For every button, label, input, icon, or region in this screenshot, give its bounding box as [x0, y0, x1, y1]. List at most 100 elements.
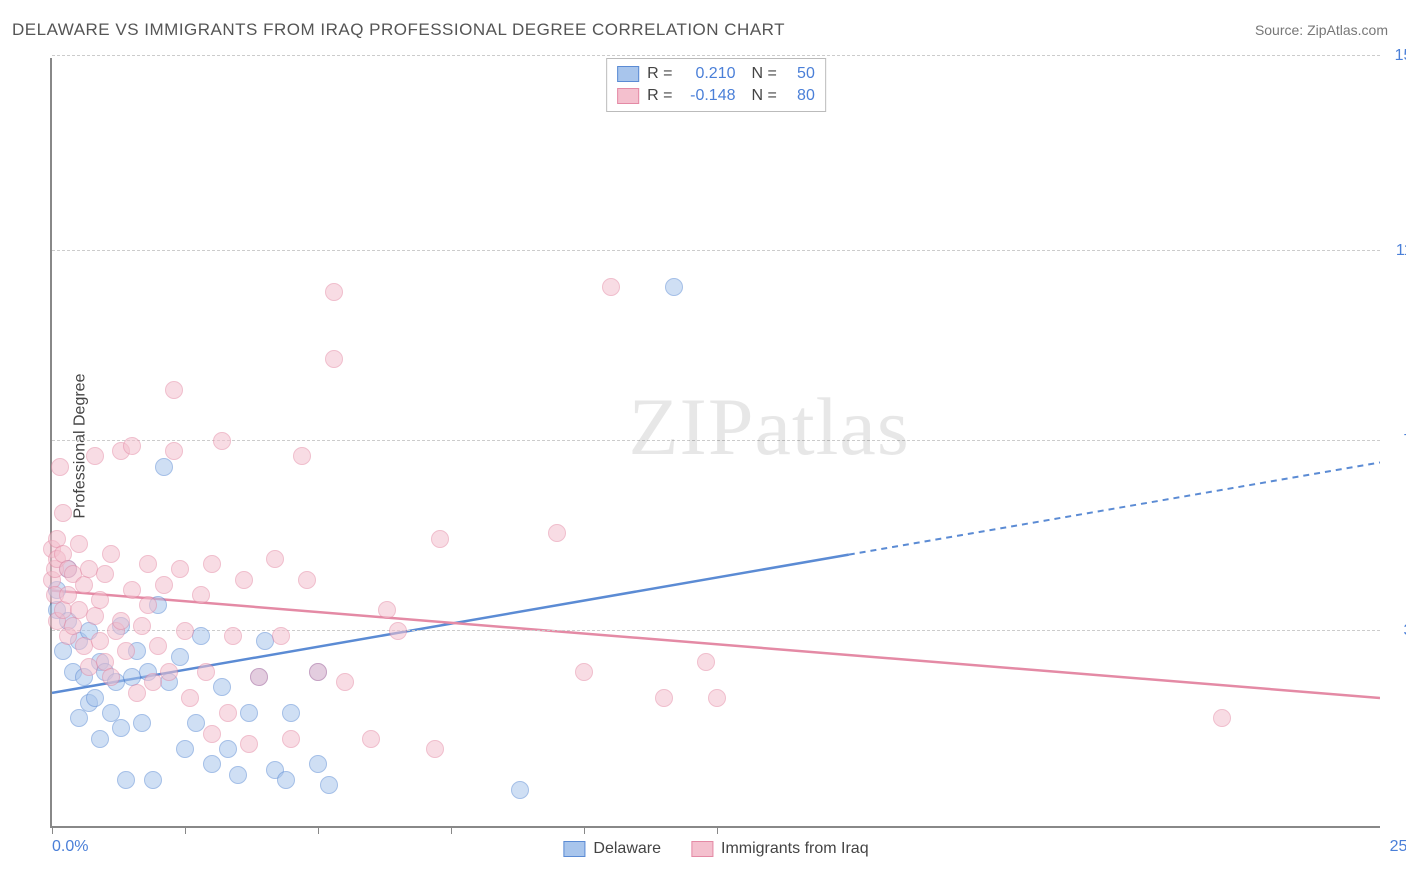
scatter-point: [213, 678, 231, 696]
scatter-point: [426, 740, 444, 758]
scatter-point: [176, 740, 194, 758]
scatter-point: [54, 504, 72, 522]
legend-swatch: [691, 841, 713, 857]
scatter-point: [431, 530, 449, 548]
scatter-point: [192, 627, 210, 645]
scatter-point: [123, 581, 141, 599]
legend-row: R = -0.148 N = 80: [617, 85, 815, 107]
x-tick: [185, 826, 186, 834]
scatter-point: [548, 524, 566, 542]
scatter-point: [378, 601, 396, 619]
scatter-point: [128, 684, 146, 702]
scatter-point: [240, 735, 258, 753]
scatter-point: [655, 689, 673, 707]
scatter-point: [203, 555, 221, 573]
gridline: [52, 55, 1380, 56]
scatter-point: [1213, 709, 1231, 727]
scatter-point: [697, 653, 715, 671]
scatter-point: [54, 642, 72, 660]
scatter-point: [192, 586, 210, 604]
x-axis-max-label: 25.0%: [1390, 838, 1406, 856]
scatter-point: [282, 704, 300, 722]
scatter-point: [133, 617, 151, 635]
scatter-point: [389, 622, 407, 640]
scatter-point: [708, 689, 726, 707]
correlation-legend: R = 0.210 N = 50 R = -0.148 N = 80: [606, 58, 826, 112]
scatter-point: [325, 350, 343, 368]
scatter-point: [176, 622, 194, 640]
x-tick: [717, 826, 718, 834]
scatter-point: [123, 437, 141, 455]
scatter-point: [272, 627, 290, 645]
scatter-point: [282, 730, 300, 748]
scatter-point: [203, 725, 221, 743]
scatter-point: [91, 730, 109, 748]
scatter-point: [86, 689, 104, 707]
gridline: [52, 440, 1380, 441]
legend-label: Delaware: [593, 840, 661, 858]
scatter-point: [229, 766, 247, 784]
scatter-point: [160, 663, 178, 681]
scatter-point: [51, 458, 69, 476]
x-tick: [584, 826, 585, 834]
x-tick: [451, 826, 452, 834]
y-tick-label: 7.5%: [1385, 432, 1406, 450]
y-tick-label: 15.0%: [1385, 47, 1406, 65]
scatter-point: [171, 648, 189, 666]
scatter-point: [86, 607, 104, 625]
scatter-point: [139, 555, 157, 573]
legend-swatch: [563, 841, 585, 857]
scatter-point: [165, 442, 183, 460]
source-attribution: Source: ZipAtlas.com: [1255, 22, 1388, 38]
scatter-point: [171, 560, 189, 578]
series-legend: Delaware Immigrants from Iraq: [563, 840, 868, 858]
scatter-point: [86, 447, 104, 465]
legend-r-value: 0.210: [681, 65, 736, 83]
scatter-point: [96, 565, 114, 583]
scatter-point: [362, 730, 380, 748]
scatter-point: [277, 771, 295, 789]
scatter-plot-area: ZIPatlas R =0.210N =50R =-0.148N =80 0.0…: [50, 58, 1380, 828]
scatter-point: [144, 771, 162, 789]
scatter-point: [155, 458, 173, 476]
legend-item: Delaware: [563, 840, 661, 858]
scatter-point: [144, 673, 162, 691]
scatter-point: [320, 776, 338, 794]
scatter-point: [219, 704, 237, 722]
scatter-point: [213, 432, 231, 450]
scatter-point: [70, 535, 88, 553]
scatter-point: [602, 278, 620, 296]
scatter-point: [155, 576, 173, 594]
scatter-point: [266, 550, 284, 568]
legend-r-label: R =: [647, 65, 672, 83]
y-tick-label: 3.8%: [1385, 622, 1406, 640]
scatter-point: [298, 571, 316, 589]
x-axis-min-label: 0.0%: [52, 838, 88, 856]
scatter-point: [117, 771, 135, 789]
scatter-point: [117, 642, 135, 660]
legend-r-label: R =: [647, 87, 672, 105]
scatter-point: [102, 545, 120, 563]
scatter-point: [240, 704, 258, 722]
scatter-point: [139, 596, 157, 614]
scatter-point: [250, 668, 268, 686]
scatter-point: [235, 571, 253, 589]
legend-label: Immigrants from Iraq: [721, 840, 869, 858]
x-tick: [52, 826, 53, 834]
scatter-point: [575, 663, 593, 681]
legend-r-value: -0.148: [681, 87, 736, 105]
scatter-point: [133, 714, 151, 732]
scatter-point: [75, 576, 93, 594]
scatter-point: [102, 668, 120, 686]
scatter-point: [203, 755, 221, 773]
scatter-point: [70, 709, 88, 727]
trend-line-extrapolated: [849, 462, 1380, 554]
legend-item: Immigrants from Iraq: [691, 840, 869, 858]
chart-title: DELAWARE VS IMMIGRANTS FROM IRAQ PROFESS…: [12, 20, 785, 40]
legend-n-value: 80: [785, 87, 815, 105]
legend-n-value: 50: [785, 65, 815, 83]
scatter-point: [197, 663, 215, 681]
scatter-point: [165, 381, 183, 399]
x-tick: [318, 826, 319, 834]
legend-n-label: N =: [752, 87, 777, 105]
